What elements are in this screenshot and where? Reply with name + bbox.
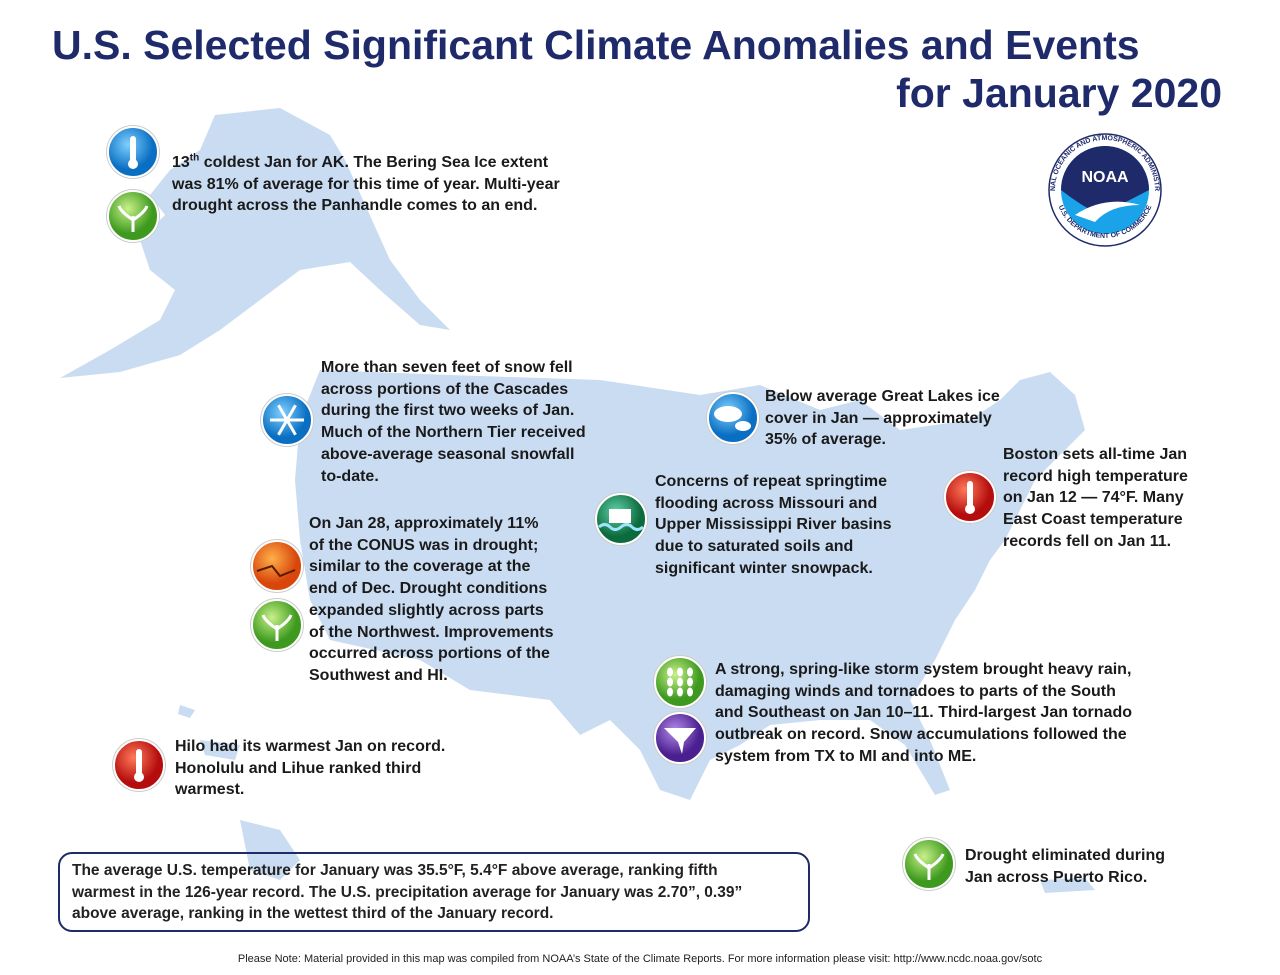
icon-part	[130, 136, 136, 162]
icon-part	[251, 540, 303, 592]
title: U.S. Selected Significant Climate Anomal…	[52, 22, 1140, 68]
annotation: Hilo had its warmest Jan on record. Honol…	[175, 736, 445, 801]
summary-box	[58, 852, 810, 932]
annotation-line: occurred across portions of the	[309, 645, 550, 663]
annotation-line: Below average Great Lakes ice	[765, 388, 1000, 405]
icon-part	[261, 614, 293, 641]
annotation-line: during the first two weeks of Jan.	[321, 402, 575, 420]
annotation-line: expanded slightly across parts	[309, 601, 544, 619]
annotation-line: significant winter snowpack.	[655, 559, 873, 577]
annotation-line: Concerns of repeat springtime	[655, 473, 888, 490]
annotation-line: above-average seasonal snowfall	[321, 445, 575, 463]
footnote: Please Note: Material provided in this m…	[237, 953, 1043, 965]
annotation-line: end of Dec. Drought conditions	[309, 580, 548, 598]
summary-line: warmest in the 126-year record. The U.S.…	[72, 883, 743, 901]
annotation-line: More than seven feet of snow fell	[321, 359, 573, 376]
icon-part	[687, 667, 693, 677]
annotation-line: Jan across Puerto Rico.	[965, 868, 1148, 886]
icon-part	[134, 772, 144, 782]
alaska	[60, 108, 450, 378]
annotation: Drought eliminated during Jan across Puer…	[965, 845, 1165, 888]
ordinal: 13	[172, 154, 190, 171]
conus	[295, 370, 1085, 800]
title: for January 2020	[896, 70, 1222, 116]
annotation-line: record high temperature	[1003, 467, 1188, 485]
icon-part	[967, 481, 973, 507]
annotation-line: due to saturated soils and	[655, 538, 854, 556]
annotation-line: Honolulu and Lihue ranked third	[175, 759, 422, 777]
summary-line: above average, ranking in the wettest th…	[72, 905, 554, 923]
annotation: Concerns of repeat springtime flooding ac…	[655, 471, 892, 580]
annotation-line: East Coast temperature	[1003, 511, 1183, 529]
annotation-line: cover in Jan — approximately	[765, 409, 992, 427]
annotation-line: Upper Mississippi River basins	[655, 516, 892, 534]
icon-part	[117, 205, 149, 232]
annotation-line: was 81% of average for this time of year…	[172, 175, 560, 193]
annotation-line: On Jan 28, approximately 11%	[309, 515, 539, 532]
icon-part	[128, 159, 138, 169]
annotation: 13th coldest Jan for AK. The Bering Sea …	[172, 152, 560, 217]
icon-part	[256, 564, 296, 578]
annotation-line: 35% of average.	[765, 431, 886, 449]
land	[60, 108, 1095, 893]
annotation-line: records fell on Jan 11.	[1003, 532, 1172, 550]
annotation: On Jan 28, approximately 11% of the CONUS…	[309, 513, 553, 687]
icon-part	[687, 677, 693, 687]
text: coldest Jan for AK. The Bering Sea Ice e…	[199, 154, 549, 171]
icon-part	[735, 421, 751, 431]
icon-part	[687, 687, 693, 697]
logo-acronym: NOAA	[1081, 169, 1129, 186]
annotation-line: on Jan 12 — 74°F. Many	[1003, 489, 1184, 507]
icon-part	[598, 523, 644, 531]
annotation: More than seven feet of snow fell across …	[321, 357, 586, 487]
icon-part	[277, 404, 297, 436]
icon-part	[677, 667, 683, 677]
annotation-line: Much of the Northern Tier received	[321, 424, 586, 442]
ordinal-suffix: th	[189, 152, 200, 164]
annotation: A strong, spring-like storm system broug…	[715, 659, 1132, 768]
icon-part	[714, 406, 742, 422]
icon-part	[609, 509, 631, 523]
annotation-line: across portions of the Cascades	[321, 380, 569, 398]
hawaii	[178, 705, 300, 880]
annotation-line: flooding across Missouri and	[655, 494, 878, 512]
annotation-line: and Southeast on Jan 10–11. Third-larges…	[715, 704, 1132, 722]
annotation: Boston sets all-time Jan record high temp…	[1003, 444, 1188, 553]
annotation-line: drought across the Panhandle comes to an…	[172, 197, 538, 215]
icon-part	[667, 677, 673, 687]
annotation-line: similar to the coverage at the	[309, 558, 531, 576]
icon-part	[136, 749, 142, 775]
summary-line: The average U.S. temperature for January…	[72, 862, 718, 879]
annotation-line: warmest.	[175, 781, 245, 799]
annotation-line: Drought eliminated during	[965, 847, 1165, 864]
icon-part	[667, 687, 673, 697]
icon-part	[664, 728, 696, 754]
annotation-line: of the CONUS was in drought;	[309, 536, 539, 554]
icon-part	[677, 687, 683, 697]
annotation-line: to-date.	[321, 467, 379, 485]
annotation-line: of the Northwest. Improvements	[309, 623, 554, 641]
icon-part	[677, 677, 683, 687]
summary: The average U.S. temperature for January…	[72, 860, 742, 925]
annotation-line: system from TX to MI and into ME.	[715, 747, 977, 765]
annotation-line: Boston sets all-time Jan	[1003, 446, 1188, 463]
annotation: Below average Great Lakes ice cover in Ja…	[765, 386, 1000, 451]
icon-part	[913, 853, 945, 880]
annotation-line: 13th coldest Jan for AK. The Bering Sea …	[172, 152, 560, 174]
annotation-line: Southwest and HI.	[309, 666, 448, 684]
annotation-line: damaging winds and tornadoes to parts of…	[715, 682, 1116, 700]
annotation-line: A strong, spring-like storm system broug…	[715, 661, 1132, 678]
puerto-rico	[1040, 878, 1095, 893]
annotation-line: Hilo had its warmest Jan on record.	[175, 738, 446, 755]
icon-part	[965, 504, 975, 514]
icon-part	[667, 667, 673, 677]
annotation-line: outbreak on record. Snow accumulations f…	[715, 726, 1127, 744]
